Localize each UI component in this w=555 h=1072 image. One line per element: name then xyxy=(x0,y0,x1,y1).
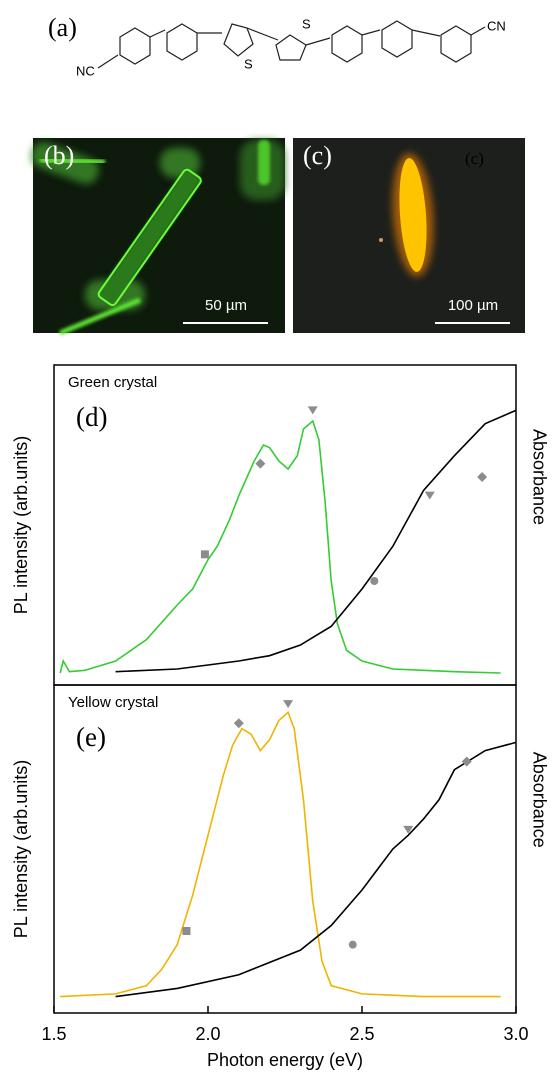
scale-bar-label: 100 µm xyxy=(448,297,498,314)
marker-square xyxy=(182,927,191,935)
plot-frame xyxy=(53,364,517,686)
y2-axis-label: Absorbance xyxy=(529,752,549,848)
panel-label: (a) xyxy=(48,13,77,42)
group-label: CN xyxy=(487,18,506,33)
x-tick-label: 2.0 xyxy=(195,1024,220,1044)
x-tick-label: 2.5 xyxy=(349,1024,374,1044)
panel-label: (c) xyxy=(465,149,484,168)
panel-label: (e) xyxy=(76,722,106,752)
x-tick-label: 1.5 xyxy=(41,1024,66,1044)
marker-triangle xyxy=(307,406,318,415)
marker-triangle xyxy=(403,825,414,834)
scale-bar-label: 50 µm xyxy=(205,297,247,314)
marker-circle xyxy=(370,577,379,585)
annotation: Green crystal xyxy=(68,374,157,391)
plot-frame xyxy=(53,684,517,1014)
y-axis-label: PL intensity (arb.units) xyxy=(11,436,31,614)
group-label: NC xyxy=(76,63,95,78)
marker-triangle xyxy=(424,491,435,500)
marker-triangle xyxy=(283,700,294,709)
molecule xyxy=(97,20,486,69)
data-line xyxy=(60,710,501,998)
panel-label: (b) xyxy=(44,141,74,170)
marker-circle xyxy=(348,940,357,949)
marker-diamond xyxy=(255,458,266,469)
panel-label: (d) xyxy=(76,402,107,432)
marker-diamond xyxy=(233,718,244,729)
x-axis-label: Photon energy (eV) xyxy=(207,1050,363,1070)
micrograph-b xyxy=(31,138,285,336)
atom-label: S xyxy=(302,16,311,31)
data-line xyxy=(115,741,517,998)
marker-diamond xyxy=(477,472,488,482)
y2-axis-label: Absorbance xyxy=(529,429,549,525)
annotation: Yellow crystal xyxy=(68,694,158,711)
panel-label: (c) xyxy=(303,141,332,170)
x-tick-label: 3.0 xyxy=(503,1024,528,1044)
marker-diamond xyxy=(461,756,472,767)
marker-square xyxy=(200,550,209,559)
y-axis-label: PL intensity (arb.units) xyxy=(11,760,31,938)
data-line xyxy=(59,419,501,674)
atom-label: S xyxy=(244,56,253,71)
data-line xyxy=(115,409,517,673)
micrograph-c xyxy=(293,138,525,333)
